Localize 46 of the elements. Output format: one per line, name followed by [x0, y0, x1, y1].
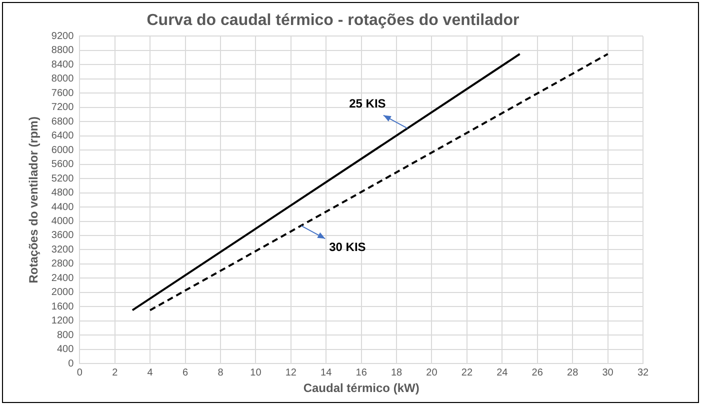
y-tick-label: 4800 — [51, 188, 74, 199]
y-tick-label: 3200 — [51, 244, 74, 256]
chart-title: Curva do caudal térmico - rotações do ventilador — [146, 12, 520, 30]
x-tick-label: 26 — [532, 367, 544, 378]
y-tick-label: 0 — [68, 358, 74, 370]
y-tick-label: 9200 — [51, 30, 74, 42]
y-tick-label: 8400 — [51, 59, 74, 70]
y-tick-label: 3600 — [51, 230, 74, 242]
y-tick-label: 6800 — [51, 116, 74, 128]
y-tick-label: 800 — [56, 330, 74, 341]
y-tick-label: 7600 — [51, 88, 74, 99]
x-tick-label: 28 — [567, 367, 579, 378]
y-tick-label: 2800 — [51, 258, 74, 270]
y-tick-label: 4000 — [51, 216, 74, 227]
y-tick-label: 2400 — [51, 272, 74, 284]
y-tick-label: 6400 — [51, 130, 74, 142]
x-axis-title: Caudal térmico (kW) — [303, 381, 420, 396]
y-tick-label: 4400 — [51, 202, 74, 213]
y-axis-title: Rotações do ventilador (rpm) — [26, 116, 41, 284]
y-tick-label: 1600 — [51, 301, 74, 312]
text: 30 KIS — [329, 240, 366, 254]
y-tick-label: 5600 — [51, 159, 74, 170]
x-tick-label: 30 — [602, 367, 614, 378]
x-tick-label: 20 — [426, 367, 438, 378]
x-tick-label: 10 — [250, 367, 262, 378]
x-tick-label: 18 — [390, 367, 403, 378]
y-tick-label: 7200 — [51, 102, 74, 114]
y-tick-label: 5200 — [51, 173, 74, 184]
x-tick-label: 0 — [76, 367, 83, 378]
x-tick-label: 14 — [320, 367, 332, 378]
x-tick-label: 6 — [182, 367, 188, 378]
text: 25 KIS — [349, 96, 386, 111]
y-tick-label: 2000 — [51, 287, 74, 298]
x-tick-label: 4 — [147, 367, 154, 378]
x-tick-label: 12 — [285, 367, 297, 378]
x-tick-label: 16 — [356, 367, 368, 378]
y-tick-label: 1200 — [51, 316, 74, 327]
y-tick-label: 8000 — [51, 74, 74, 85]
x-tick-label: 24 — [496, 367, 508, 378]
y-tick-label: 8800 — [51, 45, 74, 56]
x-tick-label: 8 — [218, 367, 224, 378]
y-tick-label: 400 — [56, 344, 74, 356]
x-tick-label: 22 — [461, 367, 473, 378]
y-tick-label: 6000 — [51, 144, 74, 156]
x-tick-label: 32 — [637, 367, 649, 378]
x-tick-label: 2 — [112, 367, 118, 378]
